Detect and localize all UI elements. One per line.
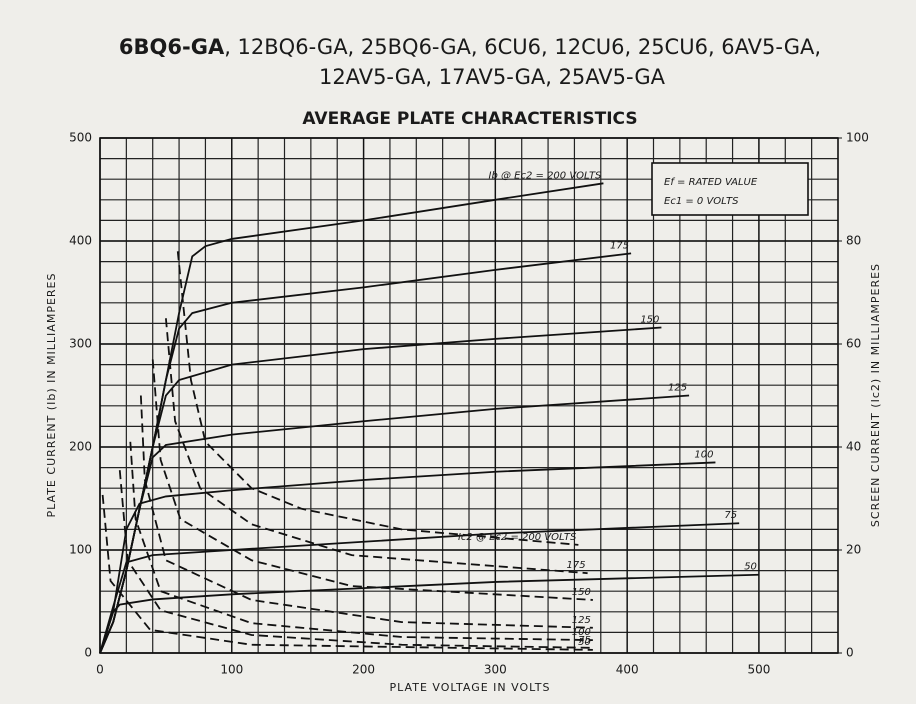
curve-label: 175	[610, 240, 629, 251]
chart-title: 6BQ6-GA, 12BQ6-GA, 25BQ6-GA, 6CU6, 12CU6…	[119, 35, 821, 59]
x-tick-label: 500	[747, 663, 770, 677]
screen-current-curve	[101, 494, 593, 651]
x-tick-label: 300	[484, 663, 507, 677]
y2-tick-label: 60	[846, 337, 861, 351]
plate-current-curve	[99, 326, 662, 654]
curve-label: 50	[744, 562, 757, 573]
y-tick-label: 400	[69, 234, 92, 248]
screen-current-curve	[176, 251, 579, 546]
y2-tick-label: 0	[846, 646, 854, 660]
y-axis-label: PLATE CURRENT (Ib) IN MILLIAMPERES	[45, 273, 58, 518]
y-tick-label: 100	[69, 543, 92, 557]
screen-current-curve	[118, 470, 593, 649]
annotation: Ec1 = 0 VOLTS	[664, 196, 739, 207]
curve-label: 175	[567, 560, 586, 571]
plate-current-curve	[99, 573, 759, 654]
screen-current-curve	[139, 395, 593, 629]
curve-label: Ib @ Ec2 = 200 VOLTS	[489, 170, 603, 181]
curve-label: 100	[572, 627, 591, 638]
y2-tick-label: 100	[846, 131, 869, 145]
annotation-box	[651, 162, 809, 216]
y-tick-label: 0	[84, 646, 92, 660]
curve-label: 125	[572, 615, 591, 626]
x-tick-label: 200	[352, 663, 375, 677]
title-bold: 6BQ6-GA	[119, 35, 225, 59]
title-rest: , 12BQ6-GA, 25BQ6-GA, 6CU6, 12CU6, 25CU6…	[224, 35, 821, 59]
y2-tick-label: 40	[846, 440, 861, 454]
curve-label: Ic2 @ Ec2 = 200 VOLTS	[458, 532, 577, 543]
y2-tick-label: 80	[846, 234, 861, 248]
y2-axis-label: SCREEN CURRENT (Ic2) IN MILLIAMPERES	[869, 263, 882, 527]
curve-label: 125	[668, 383, 687, 394]
y-tick-label: 300	[69, 337, 92, 351]
x-tick-label: 100	[220, 663, 243, 677]
annotation: Ef = RATED VALUE	[664, 177, 758, 188]
curve-label: 75	[724, 510, 737, 521]
screen-current-curve	[164, 318, 588, 575]
y-tick-label: 200	[69, 440, 92, 454]
screen-current-curve	[129, 441, 593, 642]
chart-subtitle: AVERAGE PLATE CHARACTERISTICS	[302, 109, 637, 129]
screen-current-curve	[151, 359, 593, 601]
x-tick-label: 400	[616, 663, 639, 677]
x-tick-label: 0	[96, 663, 104, 677]
plate-current-curve	[99, 522, 740, 654]
curve-label: 150	[640, 315, 659, 326]
y2-tick-label: 20	[846, 543, 861, 557]
curve-label: 50	[578, 637, 591, 648]
curve-label: 75	[578, 635, 591, 646]
chart-title-line2: 12AV5-GA, 17AV5-GA, 25AV5-GA	[319, 65, 666, 89]
curve-label: 150	[572, 587, 591, 598]
y-tick-label: 500	[69, 131, 92, 145]
curve-label: 100	[694, 449, 713, 460]
x-axis-label: PLATE VOLTAGE IN VOLTS	[390, 681, 551, 694]
plate-current-curve	[99, 461, 716, 654]
